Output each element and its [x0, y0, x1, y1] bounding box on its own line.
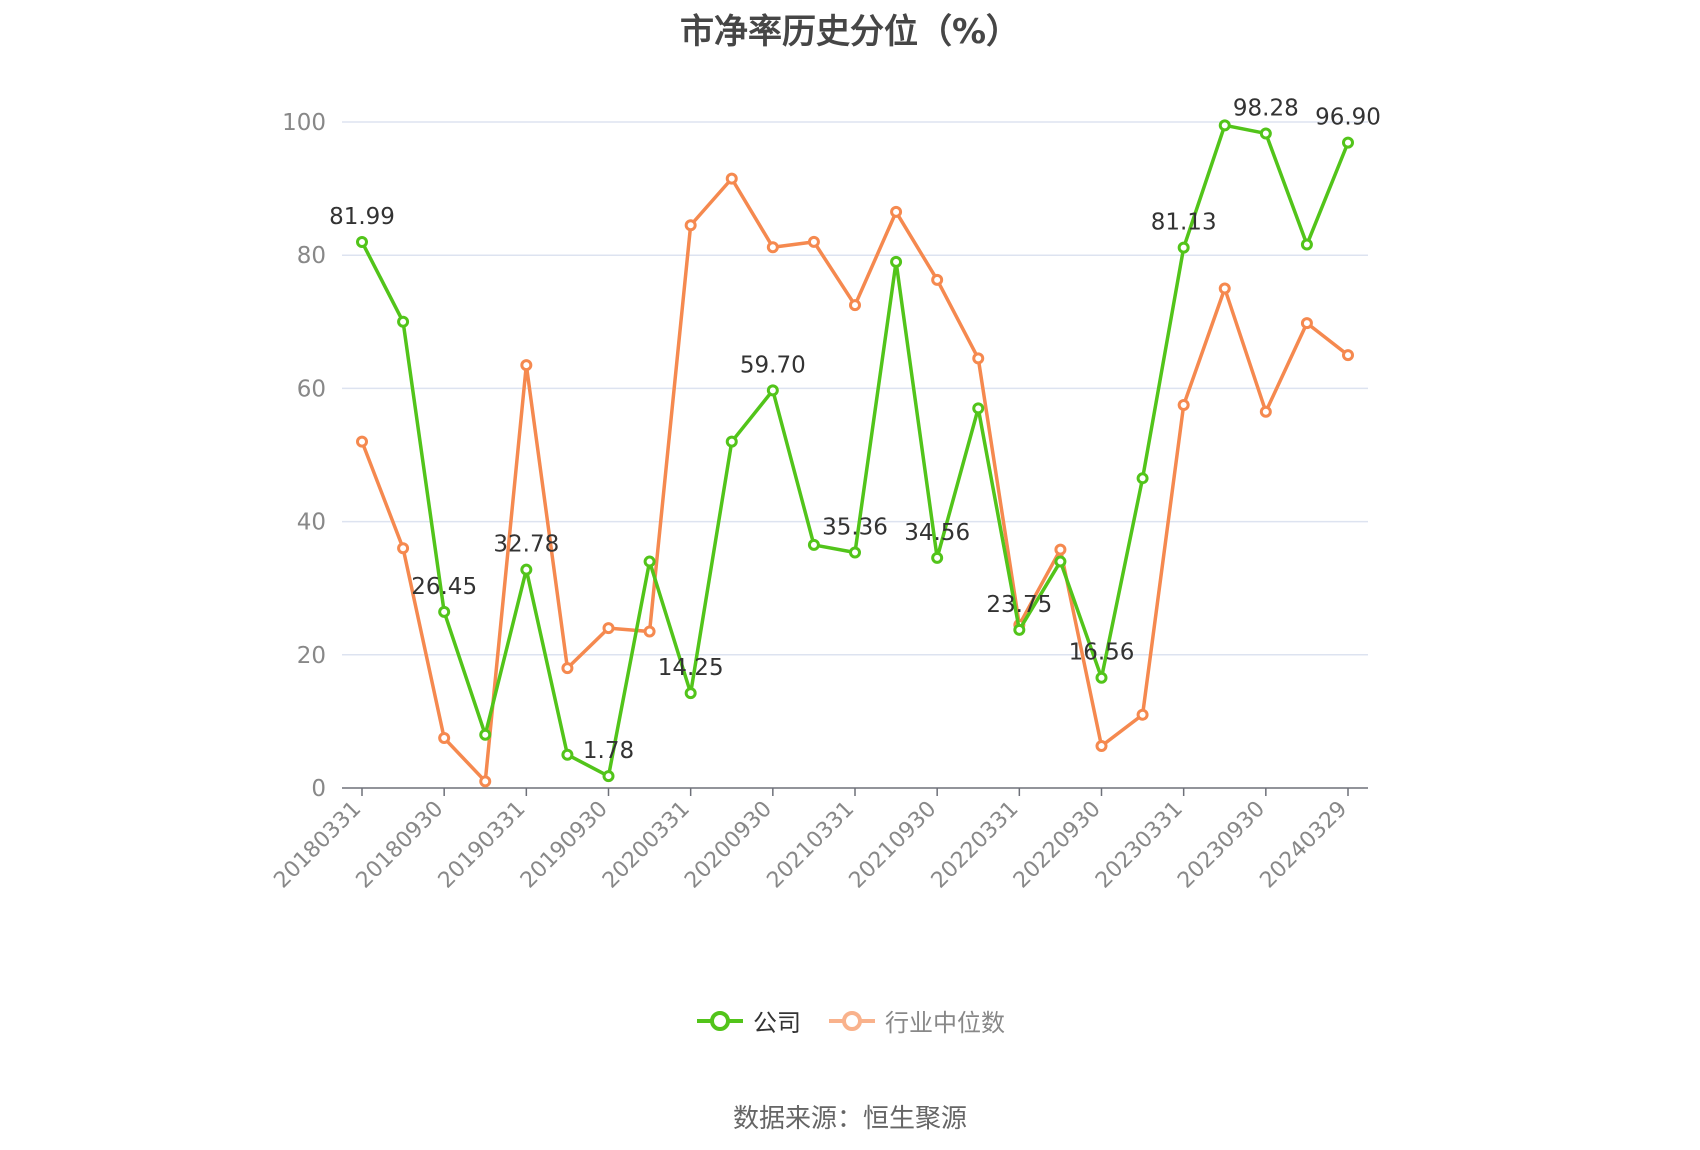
data-label: 32.78: [493, 532, 559, 558]
data-point-company: [849, 546, 861, 559]
data-point-company: [1218, 119, 1231, 132]
data-point-company: [1342, 136, 1354, 149]
legend-industry-label: 行业中位数: [885, 1009, 1005, 1037]
data-labels: 81.99 26.45 32.78 1.78 14.25 59.70 35.36 34.56 2…: [329, 95, 1381, 764]
data-point-industry: [1300, 317, 1313, 330]
data-point-industry: [931, 273, 944, 286]
x-tick-label: 20230331: [1091, 797, 1188, 894]
x-tick-label: 20190930: [516, 797, 613, 894]
data-point-industry: [602, 622, 615, 635]
data-point-company: [684, 687, 697, 700]
series-company: [356, 119, 1354, 783]
data-point-industry: [972, 352, 985, 365]
y-tick-label: 100: [282, 110, 326, 136]
data-point-company: [479, 728, 492, 741]
data-point-industry: [520, 359, 533, 372]
data-label: 26.45: [411, 574, 477, 600]
x-tick-label: 20220930: [1009, 797, 1106, 894]
data-point-company: [602, 770, 615, 783]
data-point-company: [807, 538, 820, 551]
legend-item-industry[interactable]: 行业中位数: [827, 1003, 1005, 1038]
data-point-industry: [1054, 543, 1067, 556]
series-lines: [356, 119, 1354, 788]
series-industry: [356, 172, 1354, 788]
data-label: 34.56: [904, 520, 970, 546]
data-point-industry: [807, 235, 820, 248]
data-label: 16.56: [1069, 640, 1135, 666]
data-point-company: [397, 315, 410, 328]
data-point-company: [643, 555, 656, 568]
data-label: 35.36: [822, 515, 888, 541]
data-label: 23.75: [986, 592, 1052, 618]
data-label: 59.70: [740, 352, 806, 378]
legend-company-marker: [697, 1010, 743, 1031]
grid-lines: [342, 121, 1368, 656]
data-point-industry: [561, 662, 574, 675]
data-source: 数据来源：恒生聚源: [732, 1104, 967, 1134]
data-point-company: [561, 748, 574, 761]
x-tick-label: 20180331: [269, 797, 366, 894]
data-point-company: [1054, 555, 1067, 568]
chart-title: 市净率历史分位（%）: [679, 12, 1021, 52]
data-label: 14.25: [658, 655, 724, 681]
data-point-company: [1013, 623, 1026, 636]
legend-industry-marker: [829, 1010, 875, 1031]
data-label: 96.90: [1315, 105, 1381, 131]
data-point-company: [890, 255, 903, 268]
data-point-industry: [1342, 349, 1354, 362]
y-tick-label: 60: [297, 376, 326, 402]
data-point-company: [931, 551, 944, 564]
y-tick-label: 0: [311, 776, 326, 802]
data-point-industry: [1136, 708, 1149, 721]
x-tick-label: 20210331: [762, 797, 859, 894]
data-point-company: [1300, 238, 1313, 251]
data-point-industry: [1177, 399, 1190, 412]
data-point-industry: [356, 435, 368, 448]
data-label: 81.99: [329, 204, 395, 230]
data-point-industry: [397, 542, 410, 555]
data-point-industry: [725, 172, 738, 185]
data-point-industry: [1259, 405, 1272, 418]
data-point-company: [725, 435, 738, 448]
data-point-company: [766, 384, 779, 397]
data-point-company: [1095, 671, 1108, 684]
data-point-company: [1136, 472, 1149, 485]
data-point-company: [1259, 127, 1272, 140]
x-tick-label: 20200930: [680, 797, 777, 894]
x-tick-label: 20230930: [1173, 797, 1270, 894]
data-point-industry: [766, 241, 779, 254]
data-label: 1.78: [583, 738, 634, 764]
y-tick-label: 80: [297, 243, 326, 269]
x-tick-label: 20180930: [352, 797, 449, 894]
data-point-industry: [643, 625, 656, 638]
data-point-industry: [438, 732, 451, 745]
y-tick-label: 40: [297, 510, 326, 536]
data-point-industry: [684, 219, 697, 232]
data-label: 81.13: [1151, 210, 1217, 236]
data-point-company: [520, 563, 533, 576]
data-point-company: [356, 235, 368, 248]
data-point-company: [438, 605, 451, 618]
x-tick-label: 20190331: [434, 797, 531, 894]
y-tick-label: 20: [297, 643, 326, 669]
x-tick-label: 20220331: [927, 797, 1024, 894]
x-tick-label: 20210930: [845, 797, 942, 894]
data-label: 98.28: [1233, 95, 1299, 121]
data-point-industry: [1218, 282, 1231, 295]
data-point-industry: [849, 299, 861, 312]
data-point-industry: [890, 205, 903, 218]
legend: 公司 行业中位数: [0, 1003, 1700, 1038]
series-line-industry: [360, 176, 1350, 784]
legend-item-company[interactable]: 公司: [695, 1003, 801, 1038]
legend-company-label: 公司: [753, 1009, 801, 1037]
data-point-industry: [479, 775, 492, 788]
x-tick-label: 20240329: [1255, 797, 1352, 894]
data-point-industry: [1095, 740, 1108, 753]
x-tick-label: 20200331: [598, 797, 695, 894]
data-point-company: [972, 402, 985, 415]
data-point-company: [1177, 241, 1190, 254]
